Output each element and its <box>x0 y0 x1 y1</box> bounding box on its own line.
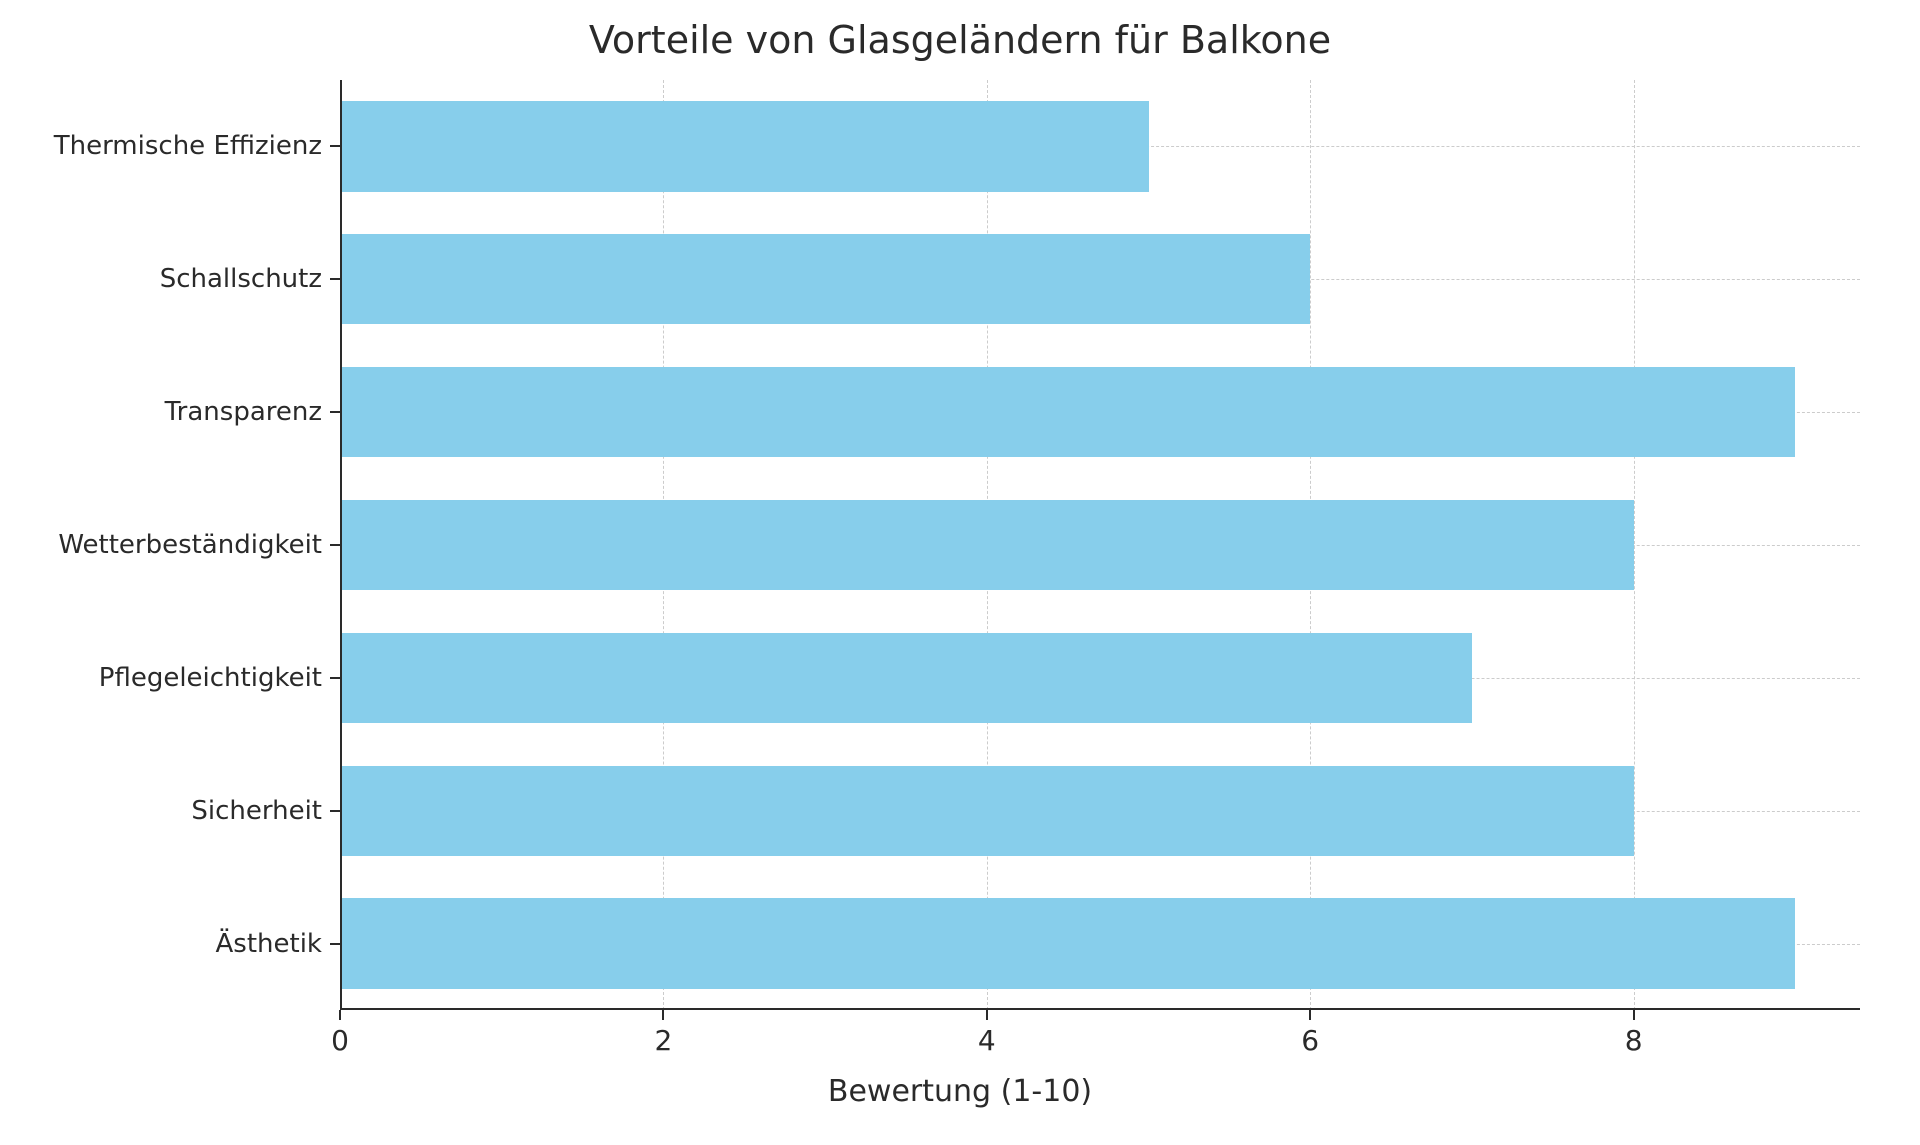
y-tick-label: Wetterbeständigkeit <box>58 530 340 560</box>
y-tick-label: Thermische Effizienz <box>54 131 340 161</box>
y-tick-label: Transparenz <box>165 397 340 427</box>
y-tick-label: Schallschutz <box>160 264 340 294</box>
bar <box>340 234 1310 324</box>
y-tick-label: Sicherheit <box>191 796 340 826</box>
bar <box>340 367 1795 457</box>
plot-area: 02468ÄsthetikSicherheitPflegeleichtigkei… <box>340 80 1860 1010</box>
x-axis-label: Bewertung (1-10) <box>0 1074 1920 1109</box>
bar <box>340 500 1634 590</box>
y-tick-label: Pflegeleichtigkeit <box>99 663 340 693</box>
y-tick-label: Ästhetik <box>216 929 340 959</box>
x-tick-label: 2 <box>654 1010 672 1057</box>
chart-container: Vorteile von Glasgeländern für Balkone 0… <box>0 0 1920 1145</box>
bar <box>340 898 1795 988</box>
x-tick-label: 6 <box>1301 1010 1319 1057</box>
bar <box>340 633 1472 723</box>
x-axis-line <box>340 1008 1860 1010</box>
x-tick-label: 0 <box>331 1010 349 1057</box>
bar <box>340 101 1149 191</box>
chart-title: Vorteile von Glasgeländern für Balkone <box>0 18 1920 62</box>
x-tick-label: 4 <box>978 1010 996 1057</box>
y-axis-line <box>340 80 342 1010</box>
x-tick-label: 8 <box>1625 1010 1643 1057</box>
bar <box>340 766 1634 856</box>
